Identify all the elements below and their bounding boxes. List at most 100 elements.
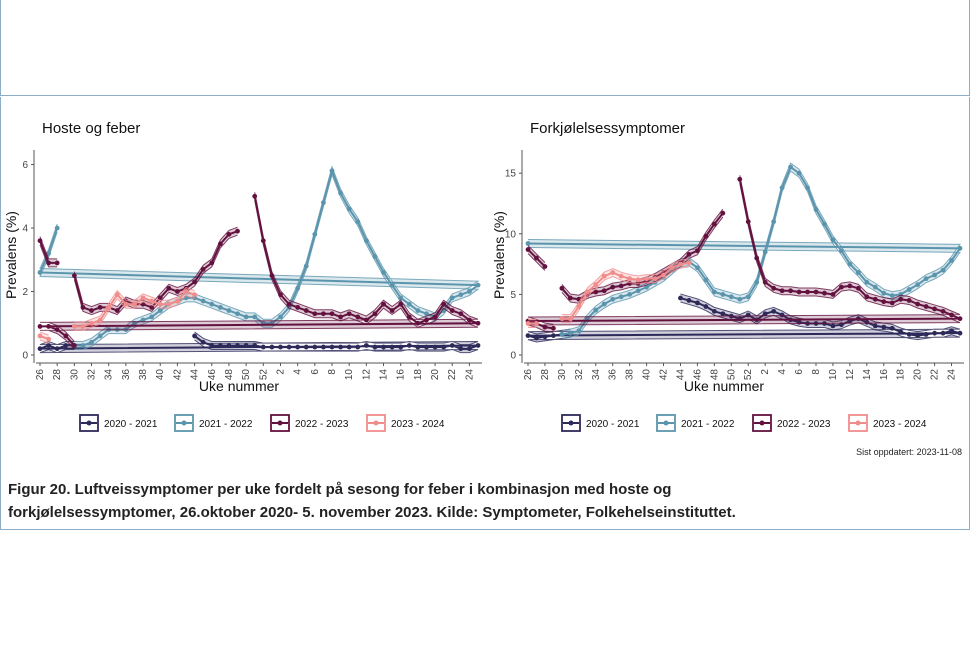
legend-item: 2021 - 2022 (656, 414, 735, 432)
x-tick-label: 6 (310, 369, 321, 375)
data-point-s2021 (932, 272, 937, 278)
data-point-s2021 (252, 314, 258, 320)
x-tick-label: 30 (557, 369, 568, 381)
data-point-s2021 (610, 296, 616, 302)
data-point-s2021 (406, 301, 412, 307)
band-lower-line (527, 253, 546, 271)
data-point-s2022 (949, 312, 954, 318)
data-point-s2022 (209, 260, 215, 266)
data-point-s2022 (458, 311, 464, 317)
data-point-s2022 (915, 301, 921, 307)
data-point-s2021 (458, 292, 464, 298)
x-tick-label: 8 (811, 369, 822, 375)
empty-header-frame (0, 0, 970, 96)
x-tick-label: 50 (726, 369, 737, 381)
x-tick-label: 52 (258, 369, 269, 381)
legend-item: 2022 - 2023 (752, 414, 831, 432)
data-point-s2021 (389, 282, 395, 288)
data-point-s2021 (209, 301, 215, 307)
data-point-s2022 (286, 301, 292, 307)
data-point-s2021 (737, 296, 743, 302)
data-point-s2022 (762, 279, 768, 285)
data-point-s2022 (711, 221, 717, 227)
x-tick-label: 4 (293, 369, 304, 375)
band-upper-line (561, 258, 690, 316)
data-point-s2023 (89, 320, 94, 326)
x-tick-label: 40 (642, 369, 653, 381)
legend-label: 2021 - 2022 (681, 419, 735, 430)
legend-dot (86, 420, 92, 426)
data-point-s2021 (226, 308, 232, 313)
data-point-s2023 (669, 265, 675, 271)
data-point-s2022 (788, 288, 793, 294)
x-tick-label: 22 (930, 369, 941, 381)
y-tick-label: 0 (22, 351, 28, 362)
x-tick-label: 48 (224, 369, 235, 381)
data-point-s2022 (779, 288, 785, 294)
data-point-s2022 (192, 279, 197, 285)
x-tick-label: 8 (327, 369, 338, 375)
data-point-s2020 (389, 344, 395, 350)
data-point-s2021 (957, 245, 963, 251)
data-point-s2022 (923, 304, 929, 309)
data-point-s2021 (788, 164, 793, 170)
data-point-s2023 (567, 316, 573, 322)
data-point-s2020 (542, 334, 548, 340)
data-point-s2022 (872, 296, 878, 302)
data-point-s2020 (449, 343, 455, 348)
data-point-s2022 (432, 314, 438, 320)
data-point-s2023 (601, 273, 607, 279)
data-point-s2020 (881, 324, 887, 330)
legend-dot (181, 420, 187, 426)
data-point-s2021 (559, 331, 565, 337)
data-point-s2021 (593, 307, 599, 313)
data-point-s2022 (89, 308, 94, 313)
x-tick-label: 34 (104, 369, 115, 381)
data-point-s2022 (618, 283, 624, 289)
legend-dot (373, 420, 379, 426)
data-point-s2022 (525, 247, 531, 252)
data-point-s2021 (923, 276, 929, 282)
data-point-s2020 (200, 339, 206, 345)
data-point-s2022 (745, 219, 751, 225)
data-point-s2022 (321, 311, 326, 317)
data-point-s2021 (822, 221, 827, 227)
band-upper-line (527, 175, 961, 325)
data-point-s2020 (54, 346, 60, 352)
data-point-s2020 (269, 344, 275, 350)
data-point-s2022 (71, 273, 77, 279)
data-point-s2020 (209, 343, 215, 348)
data-point-s2020 (467, 346, 472, 352)
legend-label: 2023 - 2024 (873, 419, 927, 430)
data-point-s2022 (855, 285, 861, 291)
data-point-s2022 (252, 193, 258, 199)
data-point-s2022 (898, 296, 904, 302)
data-point-s2020 (906, 331, 912, 337)
band-upper-line (527, 245, 546, 263)
data-point-s2022 (63, 333, 69, 339)
data-point-s2023 (97, 317, 103, 323)
y-axis-label: Prevalens (%) (491, 211, 507, 299)
caption-line-1: Figur 20. Luftveissymptomer per uke ford… (8, 481, 672, 498)
x-tick-label: 44 (675, 369, 686, 381)
x-tick-label: 36 (608, 369, 619, 381)
data-point-s2021 (695, 265, 700, 271)
legend-item: 2022 - 2023 (270, 414, 349, 432)
band-lower-line (561, 266, 690, 324)
x-axis-label: Uke nummer (684, 378, 764, 394)
figure-caption: Figur 20. Luftveissymptomer per uke ford… (8, 478, 958, 524)
x-tick-label: 46 (207, 369, 218, 381)
data-point-s2022 (303, 308, 309, 313)
data-point-s2022 (54, 260, 60, 266)
data-point-s2023 (686, 260, 692, 266)
data-point-s2020 (415, 344, 421, 350)
data-point-s2021 (338, 190, 343, 196)
data-point-s2022 (71, 343, 77, 348)
legend-item: 2023 - 2024 (848, 414, 927, 432)
x-tick-label: 24 (947, 369, 958, 381)
data-point-s2022 (295, 304, 301, 310)
legend-dot (277, 420, 283, 426)
y-tick-label: 0 (510, 351, 516, 362)
data-point-s2021 (839, 248, 844, 254)
data-point-s2021 (89, 339, 94, 345)
